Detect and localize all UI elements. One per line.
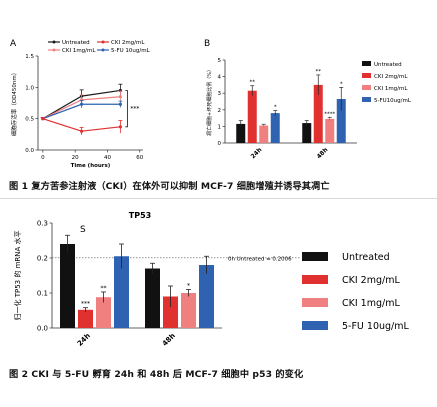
bar <box>302 123 312 143</box>
y-tick-label: 1.0 <box>25 85 34 91</box>
figure2-bar-chart: TP53 S 0.0 0.1 0.2 0.3 归一化 TP53 的 mRNA 水平 0h Un… <box>13 211 410 348</box>
x-tick-label: 40 <box>104 155 111 161</box>
y-tick-label: 0.0 <box>25 148 34 154</box>
bar <box>313 84 323 143</box>
y-axis-label: 归一化 TP53 的 mRNA 水平 <box>13 230 22 320</box>
bar <box>114 256 129 328</box>
legend-label: 5-FU 10ug/mL <box>111 48 151 54</box>
x-tick-label: 24h <box>76 332 92 348</box>
data-point <box>118 125 122 129</box>
y-tick-label: 5 <box>218 58 222 64</box>
significance-label: * <box>340 81 343 87</box>
bar <box>325 118 335 143</box>
y-axis-label: 细胞存活率（OD450nm） <box>10 70 18 136</box>
legend-label: CKI 2mg/mL <box>374 74 408 80</box>
legend-marker <box>52 48 56 52</box>
x-tick-label: 60 <box>136 155 143 161</box>
bar <box>145 268 160 328</box>
significance-label: ** <box>101 285 107 292</box>
x-tick-label: 48h <box>161 332 177 348</box>
panel-a-line-chart: A 0.0 0.5 1.0 1.5 0 20 40 60 Time (hours) 细胞存活率（OD… <box>10 39 151 169</box>
y-tick-label: 0.1 <box>37 290 48 298</box>
y-tick-label: 0.5 <box>25 117 34 123</box>
significance-bracket <box>125 90 128 128</box>
bar <box>78 309 93 328</box>
bar <box>336 99 346 143</box>
data-point <box>41 117 45 121</box>
y-tick-label: 2 <box>218 108 222 114</box>
bar <box>181 293 196 328</box>
y-tick-label: 1 <box>218 124 222 130</box>
x-axis-label: Time (hours) <box>71 163 111 169</box>
y-tick-label: 0 <box>218 141 222 147</box>
data-point <box>118 95 122 99</box>
y-tick-label: 0.3 <box>37 220 48 228</box>
legend-label: CKI 1mg/mL <box>374 86 408 92</box>
x-tick-label: 48h <box>316 146 330 160</box>
bar <box>163 296 178 328</box>
legend-swatch <box>362 85 371 90</box>
bar <box>259 125 269 143</box>
legend-swatch <box>362 73 371 78</box>
reference-line-label: 0h Untreated = 0.2006 <box>228 256 292 262</box>
bar <box>96 297 111 328</box>
bar <box>236 123 246 143</box>
significance-label: * <box>187 283 190 290</box>
bar <box>199 265 214 328</box>
legend-label: 5-FU 10ug/mL <box>342 321 410 332</box>
y-tick-label: 0.2 <box>37 255 48 263</box>
x-tick-label: 20 <box>72 155 79 161</box>
legend-label: CKI 1mg/mL <box>62 48 96 54</box>
legend-label: CKI 2mg/mL <box>342 275 400 286</box>
y-tick-label: 3 <box>218 91 222 97</box>
legend-marker <box>101 40 105 44</box>
bar <box>247 90 257 143</box>
y-tick-label: 1.5 <box>25 54 34 60</box>
y-axis-label: 凋亡细胞+坏死细胞比例（%） <box>206 67 213 136</box>
legend-swatch <box>362 97 371 102</box>
data-point <box>80 129 84 133</box>
figure1-caption: 图 1 复方苦参注射液（CKI）在体外可以抑制 MCF-7 细胞增殖并诱导其凋亡 <box>9 181 330 192</box>
y-tick-label: 0.0 <box>37 325 48 333</box>
significance-label: * <box>274 105 277 111</box>
significance-label: **** <box>324 111 335 117</box>
chart-title: TP53 <box>129 211 151 220</box>
legend-swatch <box>302 321 328 330</box>
legend-label: Untreated <box>342 252 390 263</box>
bar <box>270 113 280 143</box>
data-point <box>80 102 84 106</box>
panel-label: S <box>80 225 86 235</box>
legend-swatch <box>302 275 328 284</box>
bar <box>60 244 75 328</box>
significance-label: ** <box>316 69 322 75</box>
data-point <box>118 102 122 106</box>
figure2-caption: 图 2 CKI 与 5-FU 孵育 24h 和 48h 后 MCF-7 细胞中 … <box>9 369 304 380</box>
significance-label: ** <box>250 80 256 86</box>
panel-label: A <box>10 39 17 49</box>
legend-label: Untreated <box>374 62 402 68</box>
x-tick-label: 24h <box>250 146 264 160</box>
legend-swatch <box>302 298 328 307</box>
panel-label: B <box>204 39 210 49</box>
legend-marker <box>52 40 56 44</box>
legend-label: 5-FU10ug/mL <box>374 98 412 104</box>
legend-label: CKI 1mg/mL <box>342 298 400 309</box>
x-tick-label: 0 <box>41 155 45 161</box>
significance-label: *** <box>81 301 90 308</box>
divider <box>0 198 437 199</box>
significance-label: *** <box>130 106 139 113</box>
legend-label: Untreated <box>62 40 90 46</box>
legend-marker <box>101 48 105 52</box>
y-tick-label: 4 <box>218 75 222 81</box>
legend-label: CKI 2mg/mL <box>111 40 145 46</box>
legend-swatch <box>302 252 328 261</box>
legend-swatch <box>362 61 371 66</box>
